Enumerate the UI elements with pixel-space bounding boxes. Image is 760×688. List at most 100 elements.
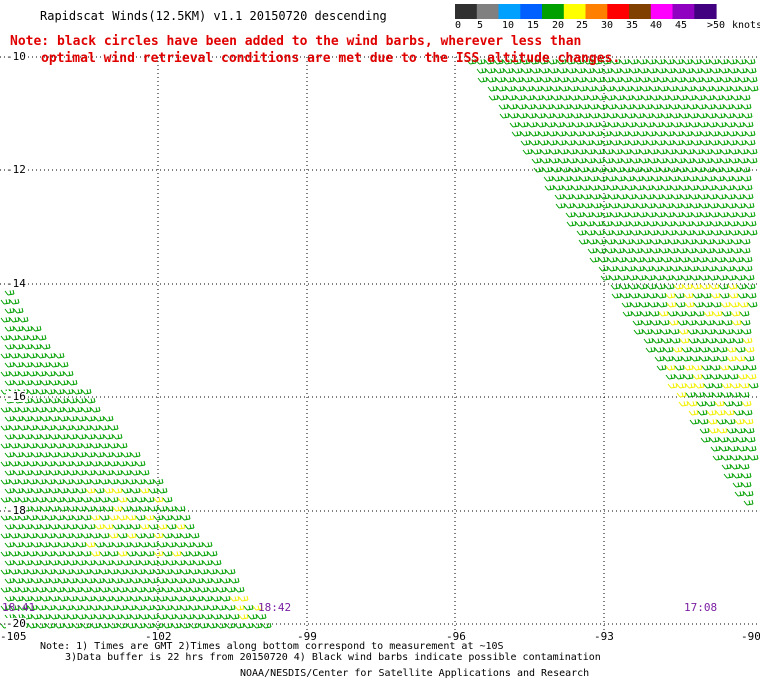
- wind-barb: [4, 487, 15, 494]
- wind-barb: [641, 319, 652, 326]
- colorbar-swatch: [498, 4, 521, 19]
- wind-barb: [493, 58, 504, 65]
- wind-barb: [130, 487, 141, 494]
- wind-barb: [693, 301, 704, 308]
- wind-barb: [27, 460, 38, 467]
- wind-barb: [667, 382, 678, 389]
- wind-barb: [690, 355, 701, 362]
- wind-barb: [654, 202, 665, 209]
- wind-barb: [144, 622, 155, 629]
- wind-barb: [90, 406, 101, 413]
- wind-barb: [664, 283, 675, 290]
- wind-barb: [103, 469, 114, 476]
- wind-barb: [184, 577, 195, 584]
- wind-barb: [180, 514, 191, 521]
- wind-barb: [706, 256, 717, 263]
- wind-barb: [628, 130, 639, 137]
- wind-barb: [72, 442, 83, 449]
- wind-barb: [605, 166, 616, 173]
- wind-barb: [565, 130, 576, 137]
- wind-barb: [76, 505, 87, 512]
- wind-barb: [67, 469, 78, 476]
- wind-barb: [22, 613, 33, 620]
- wind-barb: [13, 559, 24, 566]
- wind-barb: [121, 451, 132, 458]
- wind-barb: [216, 604, 227, 611]
- wind-barb: [552, 175, 563, 182]
- wind-barb: [674, 292, 685, 299]
- wind-barb: [728, 373, 739, 380]
- wind-barb: [643, 256, 654, 263]
- wind-barb: [718, 130, 729, 137]
- wind-barb: [737, 292, 748, 299]
- wind-barb: [90, 532, 101, 539]
- wind-barb: [619, 211, 630, 218]
- wind-barb: [598, 265, 609, 272]
- wind-barb: [81, 622, 92, 629]
- wind-barb: [630, 301, 641, 308]
- wind-barb: [700, 436, 711, 443]
- wind-barb: [81, 586, 92, 593]
- wind-barb: [614, 238, 625, 245]
- wind-barb: [90, 478, 101, 485]
- wind-barb: [684, 148, 695, 155]
- wind-barb: [130, 523, 141, 530]
- wind-barb: [9, 316, 20, 323]
- wind-barb: [220, 613, 231, 620]
- wind-barb: [536, 121, 547, 128]
- wind-barb: [633, 328, 644, 335]
- wind-barb: [121, 577, 132, 584]
- wind-barb: [94, 415, 105, 422]
- wind-barb: [18, 334, 29, 341]
- wind-barb: [637, 130, 648, 137]
- wind-barb: [547, 58, 558, 65]
- wind-barb: [651, 103, 662, 110]
- wind-barb: [587, 94, 598, 101]
- wind-barb: [637, 283, 648, 290]
- colorbar-swatch: [585, 4, 608, 19]
- wind-barb: [18, 370, 29, 377]
- wind-barb: [712, 310, 723, 317]
- wind-barb: [535, 112, 546, 119]
- wind-barb: [157, 595, 168, 602]
- wind-barb: [609, 274, 620, 281]
- wind-barb: [719, 445, 730, 452]
- wind-barb: [626, 121, 637, 128]
- wind-barb: [701, 67, 712, 74]
- wind-barb: [90, 622, 101, 629]
- wind-barb: [139, 577, 150, 584]
- wind-barb: [712, 454, 723, 461]
- wind-barb: [503, 67, 514, 74]
- wind-barb: [695, 238, 706, 245]
- wind-barb: [714, 103, 725, 110]
- wind-barb: [728, 67, 739, 74]
- wind-barb: [664, 139, 675, 146]
- wind-barb: [90, 442, 101, 449]
- wind-barb: [660, 175, 671, 182]
- wind-barb: [706, 265, 717, 272]
- wind-barb: [702, 229, 713, 236]
- wind-barb: [85, 505, 96, 512]
- wind-barb: [76, 415, 87, 422]
- wind-barb: [207, 586, 218, 593]
- wind-barb: [22, 343, 33, 350]
- wind-barb: [577, 85, 588, 92]
- wind-barb: [511, 58, 522, 65]
- wind-barb: [572, 193, 583, 200]
- wind-barb: [696, 103, 707, 110]
- wind-barb: [551, 94, 562, 101]
- wind-barb: [63, 622, 74, 629]
- wind-barb: [36, 424, 47, 431]
- wind-barb: [216, 622, 227, 629]
- wind-barb: [90, 514, 101, 521]
- wind-barb: [707, 418, 718, 425]
- wind-speed-colorbar: [455, 4, 717, 19]
- wind-barb: [49, 613, 60, 620]
- colorbar-label: 0: [455, 20, 462, 31]
- wind-barb: [699, 355, 710, 362]
- wind-barb: [117, 514, 128, 521]
- wind-barb: [22, 541, 33, 548]
- wind-barb: [496, 85, 507, 92]
- wind-barb: [622, 85, 633, 92]
- wind-barb: [103, 613, 114, 620]
